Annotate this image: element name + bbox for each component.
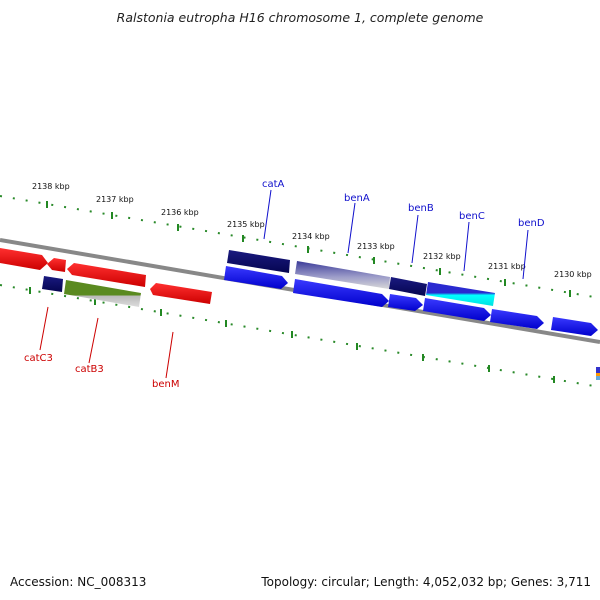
edge-fragment	[596, 367, 600, 380]
tick-label: 2136 kbp	[161, 208, 199, 217]
gene-arrow-forward	[423, 298, 491, 321]
gene-label-cat-a: catA	[262, 179, 285, 190]
tick-label: 2133 kbp	[357, 242, 395, 251]
forward-genes	[224, 266, 598, 336]
gene-arrow-forward	[551, 317, 598, 336]
gene-label-ben-a: benA	[344, 193, 370, 204]
features-lower-left	[42, 276, 212, 307]
gene-feature	[42, 276, 63, 292]
tick-label: 2135 kbp	[227, 220, 265, 229]
tick-label: 2130 kbp	[554, 270, 592, 279]
gene-ben-a	[295, 261, 390, 289]
gene-arrow-forward	[224, 266, 288, 289]
tick-label: 2138 kbp	[32, 182, 70, 191]
gene-label-ben-c: benC	[459, 211, 485, 222]
tick-label: 2137 kbp	[96, 195, 134, 204]
gene-labels-top: catA benA benB benC benD	[262, 179, 545, 280]
gene-label-ben-d: benD	[518, 218, 545, 229]
gene-arrow-forward	[293, 279, 389, 307]
tick-label: 2134 kbp	[292, 232, 330, 241]
gene-arrow-reverse	[47, 258, 66, 272]
gene-label-cat-c3: catC3	[24, 353, 53, 364]
inner-tick-ring	[0, 284, 600, 388]
gene-arrow-forward	[388, 294, 423, 311]
gene-label-ben-m: benM	[152, 379, 179, 390]
gene-labels-bottom: catC3 catB3 benM	[24, 306, 179, 390]
outer-tick-ring	[0, 195, 600, 299]
reverse-genes-upper	[0, 248, 146, 287]
gene-cat-a	[227, 250, 290, 273]
features-upper-right	[227, 250, 495, 306]
gene-ben-b	[389, 277, 427, 296]
map-title: Ralstonia eutropha H16 chromosome 1, com…	[116, 10, 484, 25]
gene-arrow-forward	[490, 309, 544, 329]
kbp-labels: 2138 kbp 2137 kbp 2136 kbp 2135 kbp 2134…	[32, 182, 592, 279]
gene-arrow-reverse	[0, 248, 48, 270]
gene-arrow-reverse	[67, 263, 146, 287]
gene-arrow-ben-m	[150, 283, 212, 304]
accession-label: Accession: NC_008313	[10, 575, 147, 589]
outer-major-ticks	[46, 201, 571, 297]
tick-label: 2132 kbp	[423, 252, 461, 261]
gene-label-ben-b: benB	[408, 203, 434, 214]
gene-label-cat-b3: catB3	[75, 364, 104, 375]
genome-summary-label: Topology: circular; Length: 4,052,032 bp…	[261, 575, 591, 589]
tick-label: 2131 kbp	[488, 262, 526, 271]
gene-ben-c	[426, 282, 495, 306]
gene-feature-cat-b3	[64, 280, 141, 307]
